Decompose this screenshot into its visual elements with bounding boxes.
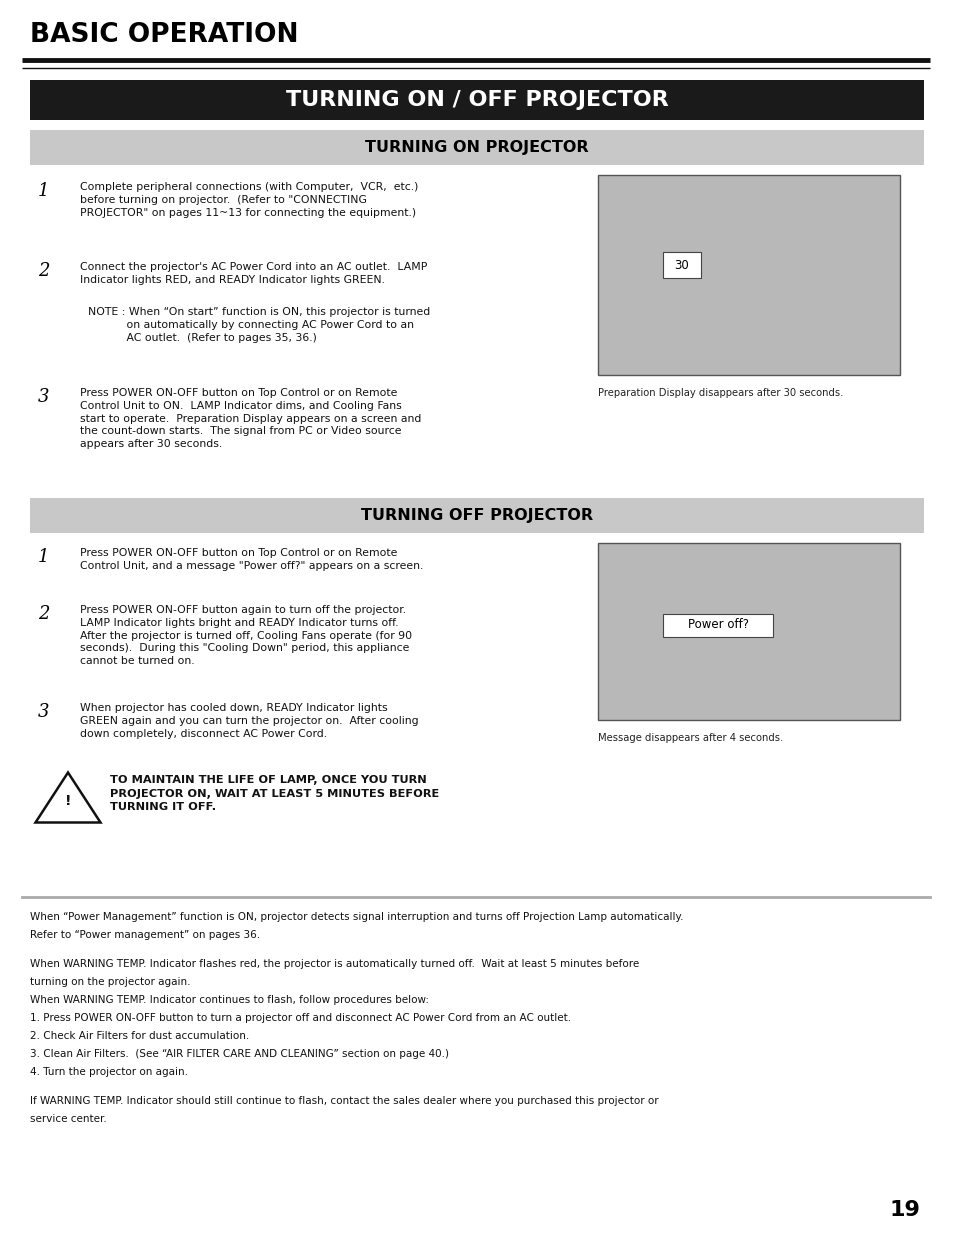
Text: !: ! bbox=[65, 794, 71, 808]
Text: 2: 2 bbox=[38, 262, 50, 280]
Text: Press POWER ON-OFF button on Top Control or on Remote
Control Unit to ON.  LAMP : Press POWER ON-OFF button on Top Control… bbox=[80, 388, 421, 450]
Text: TO MAINTAIN THE LIFE OF LAMP, ONCE YOU TURN
PROJECTOR ON, WAIT AT LEAST 5 MINUTE: TO MAINTAIN THE LIFE OF LAMP, ONCE YOU T… bbox=[110, 776, 438, 813]
Text: Preparation Display disappears after 30 seconds.: Preparation Display disappears after 30 … bbox=[598, 388, 842, 398]
Text: Power off?: Power off? bbox=[687, 619, 748, 631]
Text: 3: 3 bbox=[38, 388, 50, 406]
Text: 2: 2 bbox=[38, 605, 50, 622]
Text: turning on the projector again.: turning on the projector again. bbox=[30, 977, 191, 987]
Bar bbox=[30, 80, 923, 120]
Text: 2. Check Air Filters for dust accumulation.: 2. Check Air Filters for dust accumulati… bbox=[30, 1031, 249, 1041]
Text: When projector has cooled down, READY Indicator lights
GREEN again and you can t: When projector has cooled down, READY In… bbox=[80, 703, 418, 739]
Text: If WARNING TEMP. Indicator should still continue to flash, contact the sales dea: If WARNING TEMP. Indicator should still … bbox=[30, 1095, 658, 1105]
Text: When WARNING TEMP. Indicator continues to flash, follow procedures below:: When WARNING TEMP. Indicator continues t… bbox=[30, 995, 429, 1005]
Text: Press POWER ON-OFF button again to turn off the projector.
LAMP Indicator lights: Press POWER ON-OFF button again to turn … bbox=[80, 605, 412, 666]
Text: NOTE : When “On start” function is ON, this projector is turned
           on au: NOTE : When “On start” function is ON, t… bbox=[88, 308, 430, 342]
Text: 1. Press POWER ON-OFF button to turn a projector off and disconnect AC Power Cor: 1. Press POWER ON-OFF button to turn a p… bbox=[30, 1013, 571, 1023]
Text: BASIC OPERATION: BASIC OPERATION bbox=[30, 22, 298, 48]
Bar bbox=[662, 252, 700, 278]
Text: TURNING OFF PROJECTOR: TURNING OFF PROJECTOR bbox=[360, 508, 593, 522]
Text: When “Power Management” function is ON, projector detects signal interruption an: When “Power Management” function is ON, … bbox=[30, 911, 682, 923]
Text: 3. Clean Air Filters.  (See “AIR FILTER CARE AND CLEANING” section on page 40.): 3. Clean Air Filters. (See “AIR FILTER C… bbox=[30, 1049, 449, 1058]
Text: 4. Turn the projector on again.: 4. Turn the projector on again. bbox=[30, 1067, 188, 1077]
Text: 3: 3 bbox=[38, 703, 50, 721]
Text: Connect the projector's AC Power Cord into an AC outlet.  LAMP
Indicator lights : Connect the projector's AC Power Cord in… bbox=[80, 262, 427, 285]
Text: 19: 19 bbox=[888, 1200, 919, 1220]
Bar bbox=[30, 130, 923, 165]
Text: TURNING ON PROJECTOR: TURNING ON PROJECTOR bbox=[365, 140, 588, 156]
Text: Refer to “Power management” on pages 36.: Refer to “Power management” on pages 36. bbox=[30, 930, 260, 940]
Text: 1: 1 bbox=[38, 548, 50, 566]
Bar bbox=[662, 614, 772, 636]
Bar bbox=[598, 543, 899, 720]
Text: 30: 30 bbox=[674, 258, 689, 272]
Text: When WARNING TEMP. Indicator flashes red, the projector is automatically turned : When WARNING TEMP. Indicator flashes red… bbox=[30, 958, 639, 968]
Bar bbox=[598, 175, 899, 375]
Text: Complete peripheral connections (with Computer,  VCR,  etc.)
before turning on p: Complete peripheral connections (with Co… bbox=[80, 182, 418, 217]
Text: service center.: service center. bbox=[30, 1114, 107, 1124]
Text: TURNING ON / OFF PROJECTOR: TURNING ON / OFF PROJECTOR bbox=[285, 90, 668, 110]
Text: 1: 1 bbox=[38, 182, 50, 200]
Polygon shape bbox=[35, 773, 100, 823]
Text: Press POWER ON-OFF button on Top Control or on Remote
Control Unit, and a messag: Press POWER ON-OFF button on Top Control… bbox=[80, 548, 423, 571]
Text: Message disappears after 4 seconds.: Message disappears after 4 seconds. bbox=[598, 734, 782, 743]
Bar bbox=[30, 498, 923, 534]
